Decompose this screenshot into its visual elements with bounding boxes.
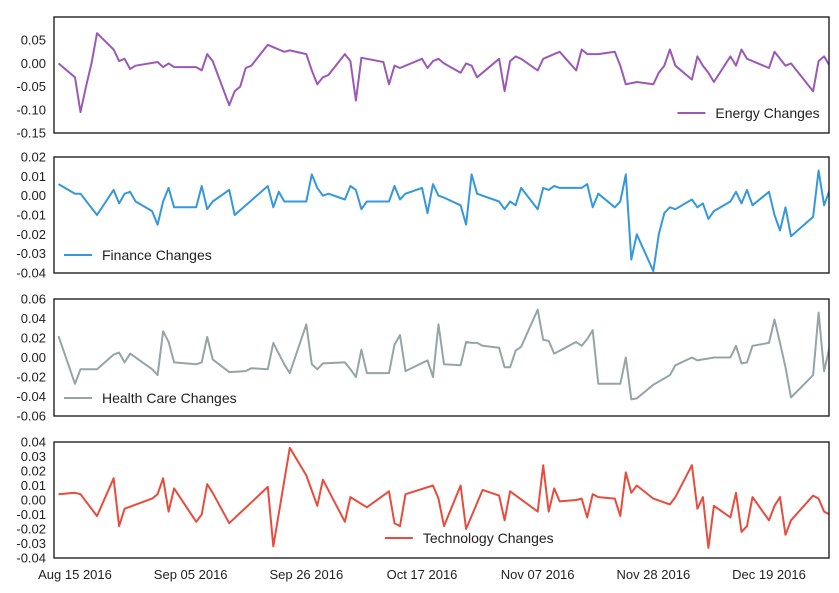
y-tick-label: 0.01	[21, 478, 46, 493]
y-tick-label: 0.02	[21, 150, 46, 165]
legend-label: Energy Changes	[715, 105, 819, 121]
legend-label: Finance Changes	[102, 247, 212, 263]
y-tick-label: 0.01	[21, 169, 46, 184]
y-tick-label: 0.00	[21, 350, 46, 365]
y-tick-label: -0.01	[16, 208, 46, 223]
y-tick-label: -0.10	[16, 102, 46, 117]
y-tick-label: 0.02	[21, 464, 46, 479]
legend-label: Technology Changes	[423, 530, 554, 546]
y-tick-label: -0.02	[16, 522, 46, 537]
panel-3: -0.06 -0.04 -0.02 0.00 0.02 0.04 0.06 Health Ca…	[16, 292, 839, 424]
legend: Finance Changes	[64, 247, 212, 263]
legend: Health Care Changes	[64, 390, 237, 406]
y-tick-label: -0.01	[16, 507, 46, 522]
y-tick-label: -0.06	[16, 409, 46, 424]
panel-4: -0.04-0.03-0.02-0.010.000.010.020.030.04…	[16, 435, 839, 566]
y-tick-label: 0.04	[21, 311, 46, 326]
x-tick-label: Nov 07 2016	[501, 567, 575, 582]
y-tick-label: -0.02	[16, 370, 46, 385]
series-line	[59, 33, 839, 112]
y-tick-label: 0.02	[21, 331, 46, 346]
y-tick-label: -0.04	[16, 389, 46, 404]
panel-2: -0.04 -0.03 -0.02 -0.01 0.00 0.01 0.02 Finance …	[16, 150, 839, 281]
x-tick-label: Dec 19 2016	[732, 567, 806, 582]
legend: Technology Changes	[385, 530, 554, 546]
y-tick-label: 0.05	[21, 33, 46, 48]
x-tick-label: Oct 17 2016	[387, 567, 458, 582]
legend-label: Health Care Changes	[102, 390, 237, 406]
x-axis: Aug 15 2016 Sep 05 2016 Sep 26 2016 Oct 17 …	[38, 567, 806, 582]
y-tick-label: -0.04	[16, 551, 46, 566]
y-tick-label: 0.06	[21, 292, 46, 307]
y-tick-label: -0.05	[16, 79, 46, 94]
x-tick-label: Sep 26 2016	[269, 567, 343, 582]
x-tick-label: Sep 05 2016	[154, 567, 228, 582]
y-tick-label: -0.15	[16, 126, 46, 141]
y-tick-label: 0.00	[21, 188, 46, 203]
y-tick-label: 0.03	[21, 449, 46, 464]
y-tick-label: -0.03	[16, 536, 46, 551]
series-line	[59, 310, 839, 400]
y-tick-label: -0.03	[16, 246, 46, 261]
x-tick-label: Nov 28 2016	[616, 567, 690, 582]
x-tick-label: Aug 15 2016	[38, 567, 112, 582]
y-tick-label: -0.02	[16, 227, 46, 242]
y-tick-label: 0.00	[21, 56, 46, 71]
y-tick-label: -0.04	[16, 266, 46, 281]
plot-frame	[54, 17, 829, 133]
y-tick-label: 0.00	[21, 493, 46, 508]
legend: Energy Changes	[677, 105, 819, 121]
panel-1: -0.15 -0.10 -0.05 0.00 0.05 Energy Changes	[16, 17, 839, 141]
y-tick-label: 0.04	[21, 435, 46, 450]
